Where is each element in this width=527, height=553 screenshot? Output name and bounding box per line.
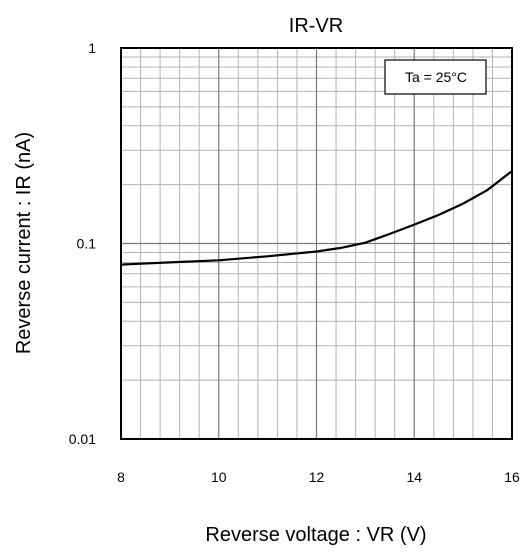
x-tick-label: 12 [309,469,325,485]
y-tick-label: 0.01 [69,431,96,447]
major-grid [121,48,512,439]
x-tick-label: 10 [211,469,227,485]
y-tick-labels: 0.01 0.1 1 [69,40,96,447]
x-tick-labels: 8 10 12 14 16 [117,469,520,485]
series-line-ir [120,170,513,266]
annotation-frame [384,59,487,95]
x-tick-label: 16 [504,469,520,485]
chart-title: IR-VR [289,15,343,37]
x-tick-label: 8 [117,469,125,485]
x-axis-label: Reverse voltage : VR (V) [205,524,426,546]
annotation-text: Ta = 25°C [405,69,467,85]
y-axis-label: Reverse current : IR (nA) [13,132,35,354]
x-tick-label: 14 [406,469,422,485]
plot-frame [120,47,513,440]
y-tick-label: 1 [88,40,96,56]
annotation-box: Ta = 25°C [384,59,487,95]
y-tick-label: 0.1 [77,236,97,252]
